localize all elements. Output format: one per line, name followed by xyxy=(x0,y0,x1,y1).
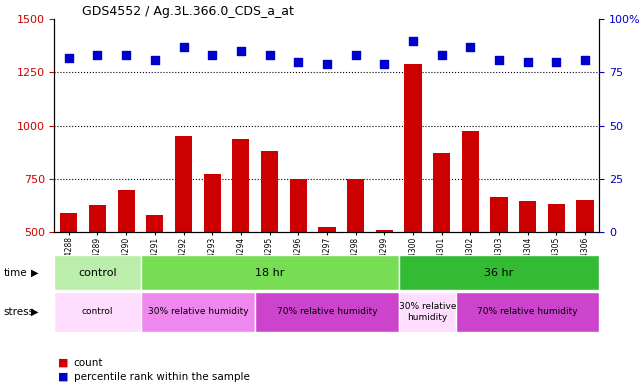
Point xyxy=(265,52,275,58)
Bar xyxy=(290,179,307,339)
Bar xyxy=(204,174,221,339)
Text: 30% relative
humidity: 30% relative humidity xyxy=(399,302,456,322)
Point xyxy=(121,52,131,58)
Bar xyxy=(261,151,278,339)
Text: stress: stress xyxy=(3,307,35,317)
Point xyxy=(465,44,476,50)
Point xyxy=(522,59,533,65)
Text: 70% relative humidity: 70% relative humidity xyxy=(478,308,578,316)
Point xyxy=(379,61,389,67)
Bar xyxy=(146,215,163,339)
Point xyxy=(551,59,562,65)
Bar xyxy=(456,292,599,332)
Bar xyxy=(232,139,249,339)
Bar xyxy=(140,292,255,332)
Point xyxy=(92,52,103,58)
Bar xyxy=(404,64,422,339)
Text: control: control xyxy=(78,268,117,278)
Text: 18 hr: 18 hr xyxy=(255,268,284,278)
Bar xyxy=(255,292,399,332)
Bar xyxy=(490,197,508,339)
Point xyxy=(580,56,590,63)
Bar xyxy=(433,154,450,339)
Point xyxy=(150,56,160,63)
Point xyxy=(322,61,332,67)
Text: GDS4552 / Ag.3L.366.0_CDS_a_at: GDS4552 / Ag.3L.366.0_CDS_a_at xyxy=(82,5,294,18)
Point xyxy=(63,55,74,61)
Text: control: control xyxy=(82,308,113,316)
Point xyxy=(236,48,246,54)
Bar xyxy=(89,205,106,339)
Text: time: time xyxy=(3,268,27,278)
Point xyxy=(207,52,217,58)
Text: ▶: ▶ xyxy=(31,268,38,278)
Bar xyxy=(54,255,140,290)
Bar xyxy=(140,255,399,290)
Bar xyxy=(399,255,599,290)
Text: ■: ■ xyxy=(58,358,68,368)
Text: ■: ■ xyxy=(58,372,68,382)
Text: 36 hr: 36 hr xyxy=(485,268,513,278)
Point xyxy=(408,38,418,44)
Text: count: count xyxy=(74,358,103,368)
Bar xyxy=(117,190,135,339)
Point xyxy=(178,44,188,50)
Point xyxy=(494,56,504,63)
Text: 30% relative humidity: 30% relative humidity xyxy=(147,308,248,316)
Bar xyxy=(60,213,78,339)
Bar xyxy=(347,179,364,339)
Bar xyxy=(319,227,335,339)
Text: ▶: ▶ xyxy=(31,307,38,317)
Point xyxy=(293,59,303,65)
Bar xyxy=(547,204,565,339)
Bar xyxy=(519,202,537,339)
Bar xyxy=(576,200,594,339)
Text: 70% relative humidity: 70% relative humidity xyxy=(277,308,377,316)
Bar xyxy=(175,136,192,339)
Bar xyxy=(54,292,140,332)
Point xyxy=(351,52,361,58)
Bar xyxy=(376,230,393,339)
Point xyxy=(437,52,447,58)
Bar xyxy=(462,131,479,339)
Text: percentile rank within the sample: percentile rank within the sample xyxy=(74,372,249,382)
Bar xyxy=(399,292,456,332)
